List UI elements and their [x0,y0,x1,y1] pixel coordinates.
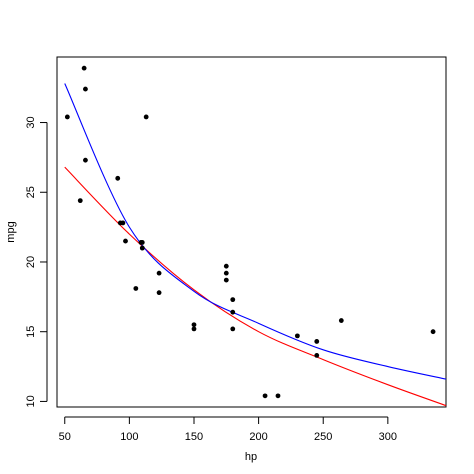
data-points [64,65,436,399]
data-point [123,238,128,244]
data-point [77,198,83,204]
data-point [223,263,229,269]
data-point [81,65,87,71]
y-tick-label: 15 [25,326,37,338]
data-point [223,270,229,276]
blue-fit-curve [64,83,447,380]
x-tick-label: 150 [185,431,203,443]
y-axis: 10 15 20 25 30 mpg [5,116,48,408]
data-point [156,270,162,276]
data-point [64,114,70,120]
x-tick-label: 300 [379,431,397,443]
y-tick-label: 25 [25,186,37,198]
data-point [120,220,126,226]
data-point [115,175,121,181]
data-point [314,353,320,358]
plot-area-frame [56,56,447,408]
x-axis-title: hp [245,451,257,463]
y-tick-label: 10 [25,395,37,407]
data-point [338,318,344,323]
x-axis: 50 100 150 200 250 300 hp [59,416,397,463]
data-point [133,286,139,291]
data-point [223,277,229,283]
data-point [143,114,149,120]
data-point [191,326,197,332]
y-axis-title: mpg [5,221,17,242]
x-axis-ticks: 50 100 150 200 250 300 [59,417,397,443]
x-tick-label: 250 [314,431,332,443]
data-point [430,329,436,335]
x-tick-label: 50 [59,431,71,443]
data-point [230,297,236,303]
data-point [83,86,88,92]
data-point [275,393,281,399]
data-point [139,245,145,251]
x-tick-label: 200 [249,431,267,443]
data-point [156,290,162,296]
fit-curves [64,83,447,407]
data-point [314,339,320,344]
data-point [191,322,197,328]
data-point [83,157,88,163]
y-axis-ticks: 10 15 20 25 30 [25,116,47,408]
red-fit-curve [64,166,447,407]
data-point [230,326,236,332]
y-tick-label: 30 [25,116,37,128]
x-tick-label: 100 [120,431,138,443]
data-point [139,240,145,245]
y-tick-label: 20 [25,256,37,268]
data-point [294,333,300,339]
data-point [262,393,268,399]
data-point [230,309,236,315]
